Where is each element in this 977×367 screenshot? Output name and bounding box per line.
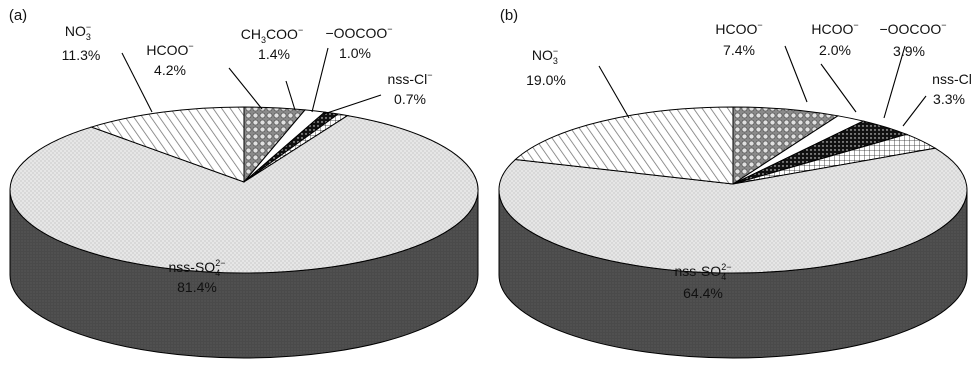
slice-value-label: 2.0% — [819, 42, 851, 58]
slice-label: −OOCOO− — [879, 20, 946, 37]
panel-label: (a) — [9, 7, 27, 24]
slice-label: NO3− — [65, 22, 91, 42]
slice-label: nss-SO42− — [169, 258, 226, 278]
pie-slice — [498, 147, 968, 274]
pie-chart-b: (b) nss-SO42− 64.4% NO3− 19.0% HCOO− 7.4% HCOO−… — [489, 0, 977, 367]
slice-label: nss-SO42− — [675, 262, 732, 282]
leader-line — [311, 47, 329, 113]
slice-value-label: 3.9% — [893, 43, 925, 59]
pie-chart-b-svg: (b) nss-SO42− 64.4% NO3− 19.0% HCOO− 7.4% HCOO−… — [498, 7, 972, 359]
slice-value-label: 3.3% — [933, 91, 965, 107]
slice-label: HCOO− — [715, 20, 762, 37]
slice-value-label: 4.2% — [154, 62, 186, 78]
slice-label: HCOO− — [811, 20, 858, 37]
slice-label: −OOCOO− — [325, 24, 392, 41]
leader-line — [784, 45, 808, 103]
pie-slice — [514, 106, 734, 185]
slice-label: nss-Cl — [932, 71, 972, 87]
leader-line — [285, 80, 296, 111]
pie-slice — [9, 115, 479, 274]
slice-value-label: 64.4% — [683, 285, 723, 301]
leader-line — [228, 67, 263, 110]
slice-value-label: 19.0% — [526, 72, 566, 88]
leader-line — [820, 63, 857, 113]
slice-value-label: 11.3% — [62, 47, 101, 63]
leader-line — [902, 95, 927, 127]
pie-chart-a-svg: (a) nss-SO42−81.4% NO3− 11.3% HCOO− 4.2% CH3CO… — [9, 7, 479, 359]
slice-value-label: 1.0% — [339, 45, 371, 61]
slice-value-label: 81.4% — [177, 279, 217, 295]
slice-value-label: 0.7% — [394, 91, 426, 107]
slice-value-label: 7.4% — [723, 42, 755, 58]
leader-line — [323, 94, 382, 115]
slice-label: CH3COO− — [241, 25, 303, 45]
pie-slice — [732, 106, 840, 185]
slice-label: NO3− — [532, 46, 558, 66]
panel-label: (b) — [500, 7, 518, 24]
leader-line — [598, 65, 630, 119]
leader-line — [121, 52, 153, 113]
slice-label: HCOO− — [146, 41, 193, 58]
pie-chart-a: (a) nss-SO42− 81.4% NO3− 11.3% HCOO− 4.2% CH3CO… — [0, 0, 488, 367]
leader-line — [883, 45, 906, 119]
slice-value-label: 1.4% — [258, 46, 290, 62]
slice-label: nss-Cl− — [388, 70, 433, 87]
pie-slice — [89, 106, 245, 183]
